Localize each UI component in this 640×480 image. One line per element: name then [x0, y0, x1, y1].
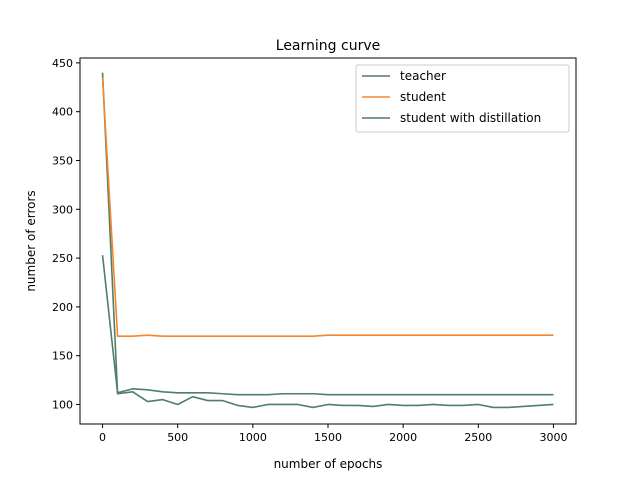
y-tick-label: 400	[52, 106, 73, 119]
y-tick-label: 100	[52, 398, 73, 411]
y-tick-label: 450	[52, 57, 73, 70]
series-layer	[101, 72, 554, 409]
series-line-0	[101, 72, 554, 409]
legend: teacher student student with distillation	[355, 64, 570, 133]
x-tick-label: 3000	[539, 431, 567, 444]
y-tick-label: 250	[52, 252, 73, 265]
legend-box	[355, 64, 570, 133]
y-tick-label: 150	[52, 350, 73, 363]
x-tick-label: 500	[167, 431, 188, 444]
legend-label-2: student with distillation	[400, 111, 541, 125]
x-axis-ticks: 0 500 1000 1500 2000 2500 3000	[99, 424, 567, 444]
x-axis-label: number of epochs	[274, 457, 383, 471]
series-line-1	[101, 77, 554, 337]
x-tick-label: 2000	[389, 431, 417, 444]
y-axis-label: number of errors	[24, 190, 38, 291]
legend-label-0: teacher	[400, 69, 446, 83]
chart-title: Learning curve	[276, 38, 380, 54]
legend-label-1: student	[400, 90, 446, 104]
y-tick-label: 300	[52, 203, 73, 216]
y-tick-label: 200	[52, 301, 73, 314]
series-line-2	[101, 255, 554, 396]
x-tick-label: 0	[99, 431, 106, 444]
y-axis-ticks: 100 150 200 250 300 350 400 450	[52, 57, 80, 411]
x-tick-label: 1500	[314, 431, 342, 444]
y-tick-label: 350	[52, 154, 73, 167]
x-tick-label: 1000	[239, 431, 267, 444]
x-tick-label: 2500	[464, 431, 492, 444]
